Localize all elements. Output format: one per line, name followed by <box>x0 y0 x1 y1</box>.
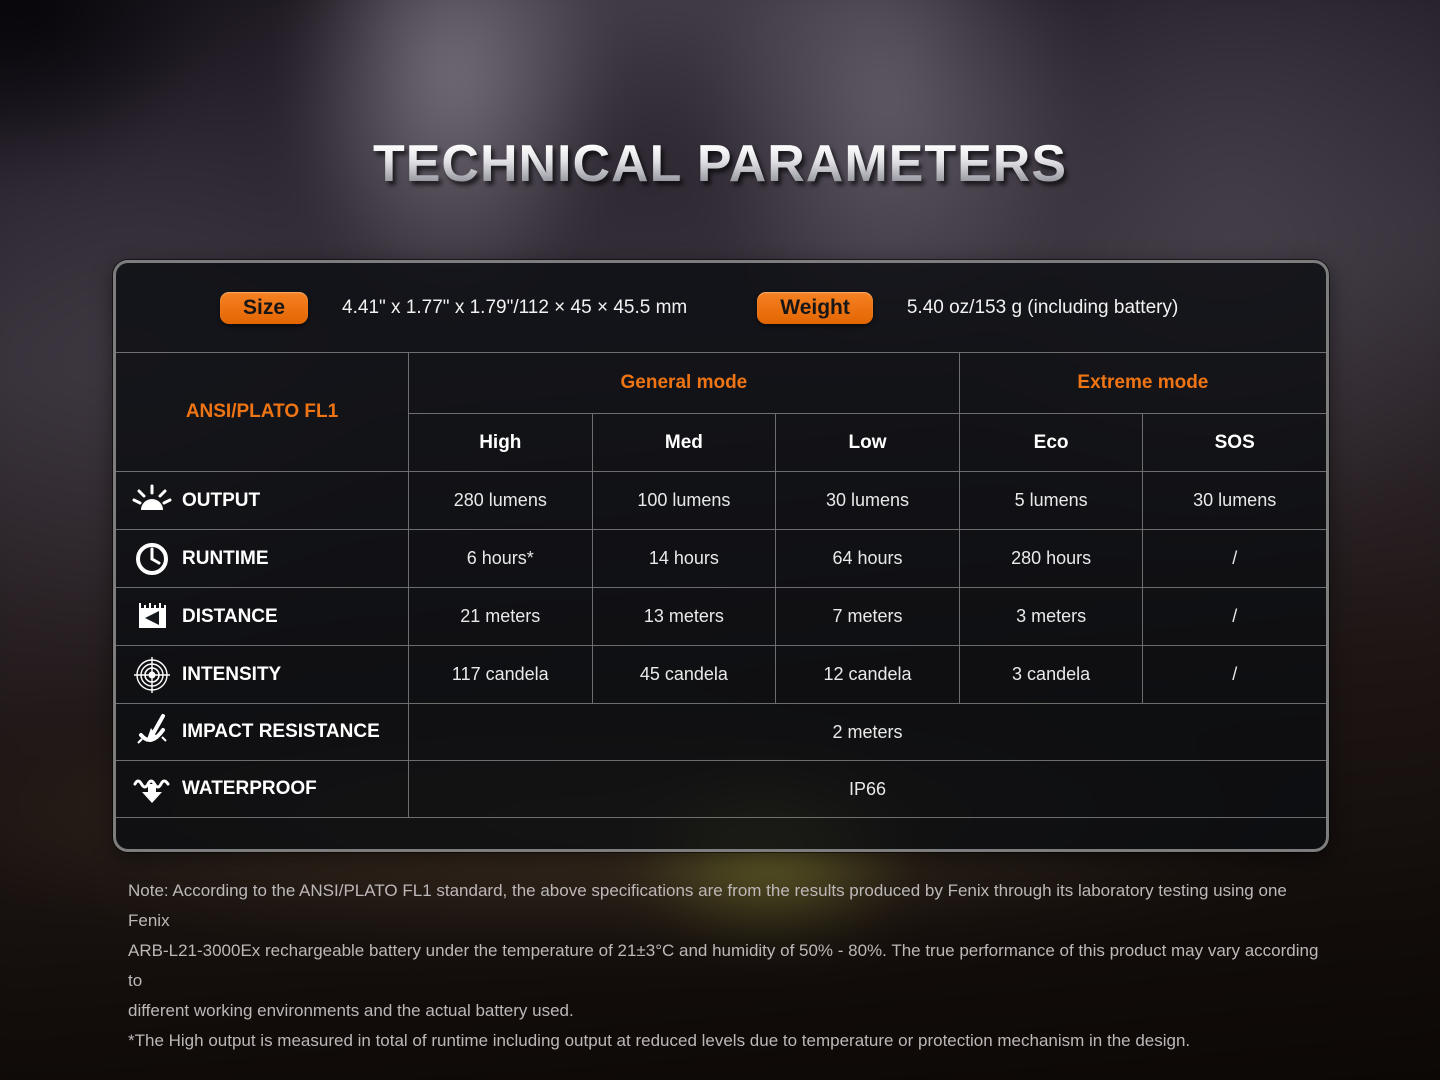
distance-icon <box>139 602 166 628</box>
size-weight-row: Size 4.41" x 1.77" x 1.79"/112 × 45 × 45… <box>116 263 1326 353</box>
weight-badge: Weight <box>757 291 873 324</box>
value-runtime-high: 6 hours* <box>408 529 592 587</box>
value-intensity-low: 12 candela <box>775 645 959 703</box>
row-label-output: OUTPUT <box>116 471 408 529</box>
size-value: 4.41" x 1.77" x 1.79"/112 × 45 × 45.5 mm <box>342 296 688 318</box>
row-label-runtime: RUNTIME <box>116 529 408 587</box>
column-header-low: Low <box>775 413 959 471</box>
note-line-3: different working environments and the a… <box>128 1001 574 1020</box>
weight-value: 5.40 oz/153 g (including battery) <box>906 296 1179 318</box>
value-runtime-low: 64 hours <box>775 529 959 587</box>
value-intensity-high: 117 candela <box>408 645 592 703</box>
column-header-high: High <box>408 413 592 471</box>
value-distance-sos: / <box>1142 587 1326 645</box>
general-mode-header: General mode <box>408 353 959 413</box>
note-line-2: ARB-L21-3000Ex rechargeable battery unde… <box>128 941 1319 990</box>
value-intensity-sos: / <box>1142 645 1326 703</box>
value-output-eco: 5 lumens <box>958 471 1143 529</box>
parameters-table: ANSI/PLATO FL1 General mode Extreme mode… <box>116 353 1326 817</box>
panel-footer-strip <box>116 817 1326 848</box>
extreme-mode-header: Extreme mode <box>958 353 1326 413</box>
spec-panel: Size 4.41" x 1.77" x 1.79"/112 × 45 × 45… <box>113 260 1329 852</box>
note-line-1: Note: According to the ANSI/PLATO FL1 st… <box>128 881 1287 930</box>
footnotes: Note: According to the ANSI/PLATO FL1 st… <box>128 876 1323 1056</box>
row-label-intensity: INTENSITY <box>116 645 408 703</box>
size-badge: Size <box>220 291 309 324</box>
value-waterproof: IP66 <box>408 760 1326 817</box>
value-distance-eco: 3 meters <box>958 587 1143 645</box>
column-header-med: Med <box>591 413 776 471</box>
intensity-icon <box>134 656 170 693</box>
value-intensity-med: 45 candela <box>591 645 776 703</box>
value-runtime-sos: / <box>1142 529 1326 587</box>
page-title: TECHNICAL PARAMETERS <box>0 134 1440 194</box>
value-intensity-eco: 3 candela <box>958 645 1143 703</box>
output-icon <box>132 484 172 510</box>
value-output-sos: 30 lumens <box>1142 471 1326 529</box>
standard-label: ANSI/PLATO FL1 <box>185 401 339 422</box>
row-label-impact-resistance: IMPACT RESISTANCE <box>116 703 408 760</box>
value-runtime-med: 14 hours <box>591 529 776 587</box>
value-output-low: 30 lumens <box>775 471 959 529</box>
value-output-med: 100 lumens <box>591 471 776 529</box>
value-impact-resistance: 2 meters <box>408 703 1326 760</box>
waterproof-icon <box>133 779 170 803</box>
value-runtime-eco: 280 hours <box>958 529 1143 587</box>
value-distance-low: 7 meters <box>775 587 959 645</box>
row-label-waterproof: WATERPROOF <box>116 760 408 817</box>
runtime-icon <box>136 542 168 575</box>
value-distance-high: 21 meters <box>408 587 592 645</box>
impact-resistance-icon <box>137 714 167 744</box>
note-line-4: *The High output is measured in total of… <box>128 1031 1191 1050</box>
value-distance-med: 13 meters <box>591 587 776 645</box>
column-header-sos: SOS <box>1142 413 1326 471</box>
column-header-eco: Eco <box>958 413 1143 471</box>
value-output-high: 280 lumens <box>408 471 592 529</box>
row-label-distance: DISTANCE <box>116 587 408 645</box>
